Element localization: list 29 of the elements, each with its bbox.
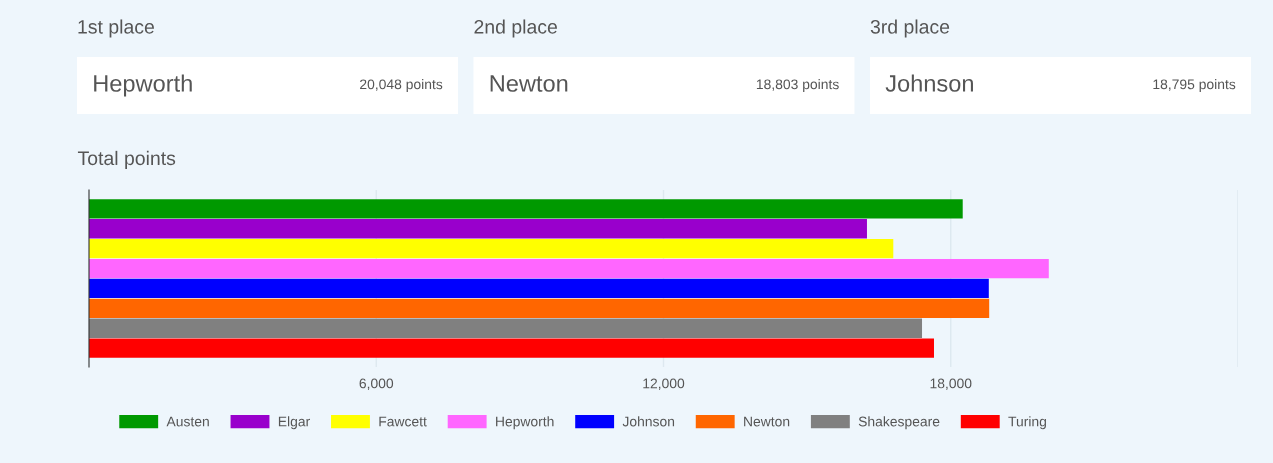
legend-label: Johnson	[622, 416, 675, 427]
text: 18,803 points	[756, 79, 839, 92]
text: 1st place	[78, 19, 154, 38]
legend-label: Newton	[744, 416, 790, 427]
bar	[89, 318, 923, 338]
legend-label: Shakespeare	[858, 416, 940, 430]
bar	[89, 199, 963, 219]
legend-label: Austen	[166, 416, 209, 427]
legend-label: Fawcett	[379, 416, 427, 427]
text: Newton	[490, 75, 568, 92]
text: Hepworth	[94, 74, 192, 97]
x-tick-label: 18,000	[930, 378, 972, 390]
x-tick-label: 6,000	[359, 378, 394, 390]
bar	[89, 219, 867, 239]
legend-label: Turing	[1008, 416, 1046, 430]
bar	[89, 278, 989, 299]
bar	[89, 298, 990, 319]
legend-label: Hepworth	[496, 416, 554, 430]
chart-title: Total points	[77, 150, 176, 169]
text: Johnson	[885, 74, 973, 92]
x-tick-label: 12,000	[643, 378, 685, 390]
bar	[89, 258, 1049, 279]
text: 2nd place	[474, 19, 557, 38]
text: 3rd place	[870, 19, 950, 38]
legend-label: Elgar	[278, 416, 310, 430]
bar	[89, 338, 934, 358]
text: 18,795 points	[1153, 79, 1236, 92]
text: 20,048 points	[360, 79, 443, 92]
bar	[89, 238, 894, 259]
